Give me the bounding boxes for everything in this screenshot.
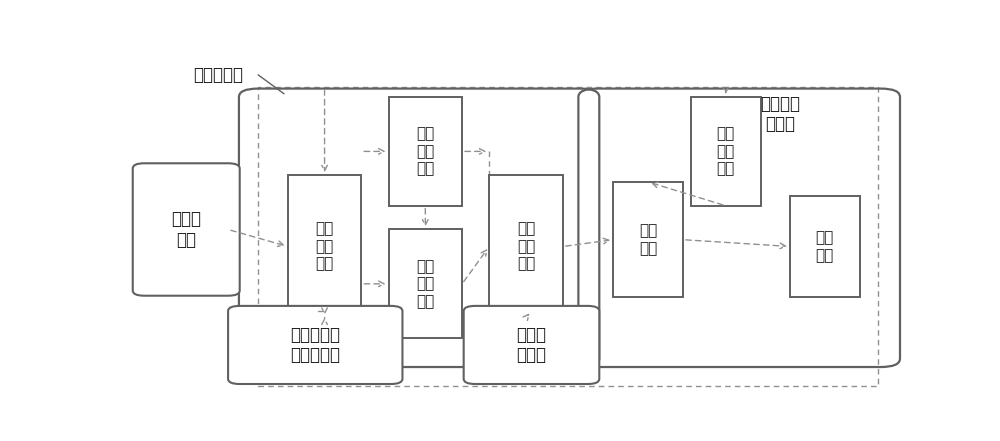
Bar <box>489 175 563 318</box>
Text: 运行控制器: 运行控制器 <box>193 66 243 84</box>
Text: 中央
控制
模块: 中央 控制 模块 <box>517 221 535 271</box>
FancyBboxPatch shape <box>464 306 599 384</box>
Text: 实时
修正
模块: 实时 修正 模块 <box>416 259 434 309</box>
Bar <box>691 97 761 206</box>
Text: 需求预
测器: 需求预 测器 <box>171 210 201 249</box>
Text: 各设备的能
量计量装置: 各设备的能 量计量装置 <box>290 325 340 364</box>
Bar <box>388 229 462 338</box>
Text: 通信
模块: 通信 模块 <box>639 224 657 256</box>
Text: 信息
感知
模块: 信息 感知 模块 <box>716 127 735 176</box>
FancyBboxPatch shape <box>228 306 402 384</box>
Bar <box>613 182 683 297</box>
Bar <box>388 97 462 206</box>
Text: 优化
计算
模块: 优化 计算 模块 <box>416 127 434 176</box>
Text: 控制
模块: 控制 模块 <box>816 230 834 263</box>
Bar <box>288 175 361 318</box>
Text: 系统中
各设备: 系统中 各设备 <box>516 325 546 364</box>
Text: 热能输配
控制器: 热能输配 控制器 <box>760 95 800 134</box>
Text: 信息
采集
模块: 信息 采集 模块 <box>315 221 334 271</box>
Bar <box>790 195 860 297</box>
FancyBboxPatch shape <box>133 163 240 296</box>
Bar <box>258 87 878 386</box>
